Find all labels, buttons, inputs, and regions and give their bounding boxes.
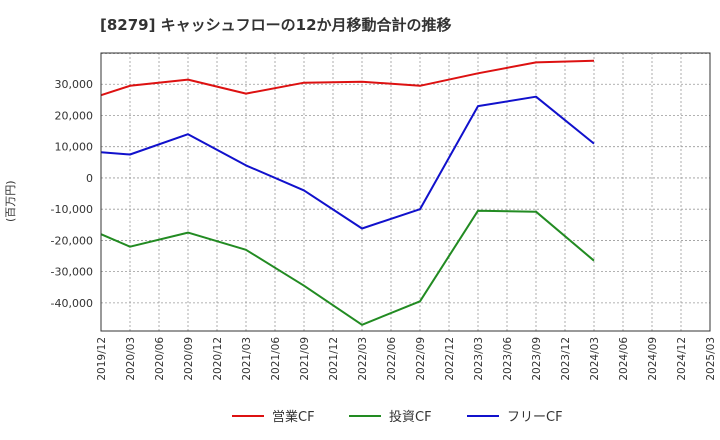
y-tick-label: -30,000 bbox=[51, 266, 93, 279]
x-tick-label: 2025/03 bbox=[705, 337, 717, 381]
x-tick-label: 2023/06 bbox=[502, 337, 514, 381]
legend-label: フリーCF bbox=[507, 410, 563, 425]
x-tick-labels: 2019/12 2020/03 2020/06 2020/09 2020/12 2021/… bbox=[96, 337, 717, 381]
y-tick-label: 30,000 bbox=[55, 78, 94, 91]
x-tick-label: 2022/12 bbox=[444, 337, 456, 381]
series-line-投資CF bbox=[100, 209, 595, 326]
y-tick-labels: 30,000 20,000 10,000 0 -10,000 -20,000 -30,000… bbox=[51, 78, 93, 310]
x-tick-label: 2024/12 bbox=[676, 337, 688, 381]
x-tick-label: 2024/03 bbox=[589, 337, 601, 381]
y-tick-label: 0 bbox=[86, 172, 93, 185]
legend-label: 営業CF bbox=[272, 409, 315, 425]
grid bbox=[101, 53, 710, 331]
legend: 営業CF 投資CF フリーCF bbox=[232, 409, 563, 425]
series-lines bbox=[100, 59, 595, 326]
x-tick-label: 2021/09 bbox=[299, 337, 311, 381]
x-tick-label: 2024/06 bbox=[618, 337, 630, 381]
y-tick-label: -10,000 bbox=[51, 203, 93, 216]
x-tick-label: 2023/03 bbox=[473, 337, 485, 381]
chart-title: [8279] キャッシュフローの12か月移動合計の推移 bbox=[100, 16, 452, 34]
x-tick-label: 2022/09 bbox=[415, 337, 427, 381]
x-tick-label: 2023/12 bbox=[560, 337, 572, 381]
series-line-フリーCF bbox=[100, 95, 595, 230]
y-tick-label: -40,000 bbox=[51, 297, 93, 310]
x-tick-label: 2021/06 bbox=[270, 337, 282, 381]
x-tick-label: 2023/09 bbox=[531, 337, 543, 381]
series-line-営業CF bbox=[100, 59, 595, 97]
x-tick-label: 2020/12 bbox=[212, 337, 224, 381]
x-tick-label: 2020/06 bbox=[154, 337, 166, 381]
x-tick-label: 2024/09 bbox=[647, 337, 659, 381]
x-tick-label: 2022/06 bbox=[386, 337, 398, 381]
y-tick-label: 20,000 bbox=[55, 109, 94, 122]
x-tick-label: 2022/03 bbox=[357, 337, 369, 381]
x-tick-label: 2021/12 bbox=[328, 337, 340, 381]
x-tick-label: 2020/03 bbox=[125, 337, 137, 381]
x-tick-label: 2019/12 bbox=[96, 337, 108, 381]
y-tick-label: -20,000 bbox=[51, 234, 93, 247]
x-tick-label: 2020/09 bbox=[183, 337, 195, 381]
legend-label: 投資CF bbox=[389, 409, 432, 425]
y-tick-label: 10,000 bbox=[55, 141, 94, 154]
x-tick-label: 2021/03 bbox=[241, 337, 253, 381]
plot-frame bbox=[100, 52, 711, 332]
